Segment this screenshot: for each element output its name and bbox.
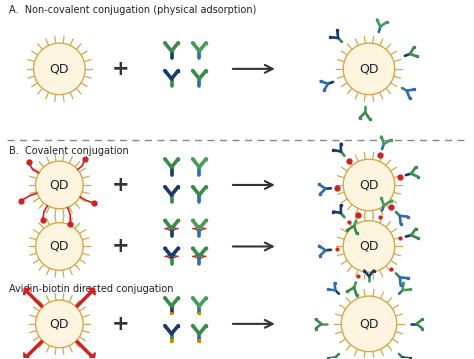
Text: +: + (112, 175, 130, 195)
Text: +: + (112, 314, 130, 334)
Text: QD: QD (50, 178, 69, 191)
Text: +: + (112, 237, 130, 256)
Circle shape (36, 223, 83, 270)
Circle shape (343, 159, 395, 211)
FancyBboxPatch shape (170, 312, 173, 315)
Text: Avidin-biotin directed conjugation: Avidin-biotin directed conjugation (9, 284, 173, 294)
FancyBboxPatch shape (198, 312, 201, 315)
Circle shape (36, 161, 83, 209)
Polygon shape (88, 353, 95, 359)
Polygon shape (24, 288, 31, 295)
FancyBboxPatch shape (198, 339, 201, 343)
Text: B.  Covalent conjugation: B. Covalent conjugation (9, 146, 128, 156)
Text: QD: QD (359, 178, 379, 191)
Polygon shape (88, 288, 95, 295)
Text: QD: QD (50, 240, 69, 253)
Text: QD: QD (359, 240, 379, 253)
Circle shape (341, 296, 397, 352)
Circle shape (34, 43, 85, 95)
Text: QD: QD (359, 317, 379, 330)
Circle shape (343, 221, 395, 272)
Text: QD: QD (359, 62, 379, 75)
Text: QD: QD (50, 62, 69, 75)
Circle shape (36, 300, 83, 348)
Text: A.  Non-covalent conjugation (physical adsorption): A. Non-covalent conjugation (physical ad… (9, 5, 256, 15)
Polygon shape (24, 353, 31, 359)
Text: +: + (112, 59, 130, 79)
Circle shape (343, 43, 395, 95)
FancyBboxPatch shape (170, 339, 173, 343)
Text: QD: QD (50, 317, 69, 330)
